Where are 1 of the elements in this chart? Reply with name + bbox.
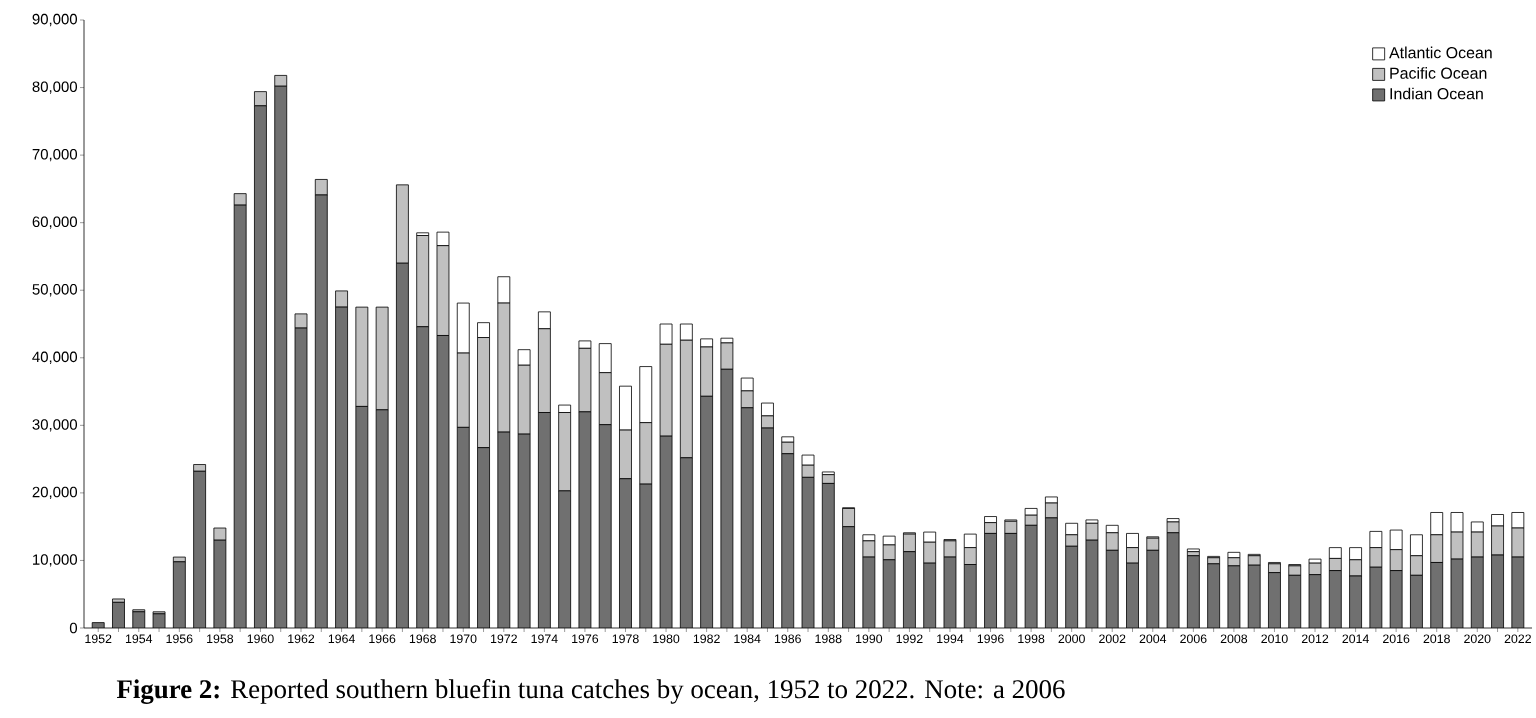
text: Figure 2: Reported southern bluefin tuna catches by ocean, 1952 to 2022. Note: a 2006	[116, 679, 1065, 704]
